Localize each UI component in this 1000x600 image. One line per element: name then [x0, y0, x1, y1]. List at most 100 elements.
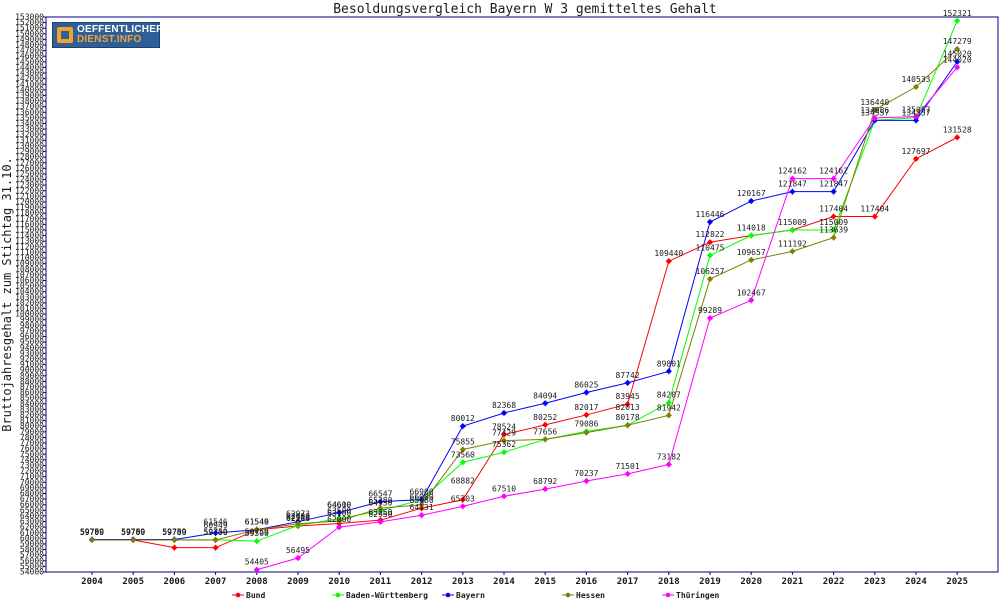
data-label: 66547: [368, 490, 392, 499]
oeffentlicher-dienst-logo[interactable]: OEFFENTLICHER DIENST.INFO: [52, 22, 163, 48]
y-tick-label: 90000: [20, 366, 44, 375]
logo-line-2: DIENST.INFO: [77, 34, 142, 45]
data-label: 61546: [204, 518, 228, 527]
data-label: 140533: [902, 75, 931, 84]
y-tick-label: 71000: [20, 472, 44, 481]
data-label: 80178: [616, 413, 640, 422]
y-tick-label: 125000: [15, 169, 44, 178]
y-tick-label: 78000: [20, 433, 44, 442]
y-tick-label: 67000: [20, 495, 44, 504]
legend-item: Thüringen: [662, 590, 720, 600]
data-label: 61549: [245, 518, 269, 527]
y-tick-label: 62000: [20, 523, 44, 532]
data-label: 60949: [204, 521, 228, 530]
x-tick-label: 2021: [782, 577, 804, 587]
x-tick-label: 2010: [328, 577, 350, 587]
data-label: 111192: [778, 239, 807, 248]
y-tick-label: 109000: [15, 259, 44, 268]
data-label: 127697: [902, 147, 931, 156]
data-label: 64930: [368, 499, 392, 508]
legend-label: Thüringen: [676, 590, 720, 600]
y-tick-label: 112000: [15, 242, 44, 251]
data-label: 59700: [204, 528, 228, 537]
y-tick-label: 129000: [15, 147, 44, 156]
y-tick-label: 134000: [15, 119, 44, 128]
series-line: [92, 61, 958, 541]
y-tick-label: 140000: [15, 85, 44, 94]
y-tick-label: 99000: [20, 315, 44, 324]
y-tick-label: 124000: [15, 175, 44, 184]
data-label: 136440: [860, 98, 889, 107]
logo-mark-icon: [57, 27, 73, 43]
x-tick-label: 2017: [617, 577, 639, 587]
y-tick-label: 116000: [15, 220, 44, 229]
y-tick-label: 55000: [20, 562, 44, 571]
series-bund: [89, 134, 961, 551]
series-th-ringen: [253, 64, 961, 573]
y-tick-label: 75000: [20, 450, 44, 459]
data-label: 65380: [410, 496, 434, 505]
y-tick-label: 139000: [15, 91, 44, 100]
y-tick-label: 135000: [15, 113, 44, 122]
y-tick-label: 153000: [15, 13, 44, 22]
y-tick-label: 120000: [15, 198, 44, 207]
plot-border: [45, 16, 999, 573]
data-label: 117404: [819, 205, 848, 214]
y-tick-label: 142000: [15, 74, 44, 83]
y-tick-label: 117000: [15, 214, 44, 223]
y-tick-label: 60000: [20, 534, 44, 543]
data-label: 78524: [492, 423, 516, 432]
series-hessen: [89, 46, 961, 544]
plot-frame: [45, 16, 999, 573]
y-tick-label: 68000: [20, 489, 44, 498]
data-label: 64610: [327, 501, 351, 510]
data-label: 66000: [410, 493, 434, 502]
series-layer: [89, 17, 961, 573]
series-bayern: [89, 58, 961, 543]
x-tick-label: 2015: [534, 577, 556, 587]
data-label: 121847: [778, 180, 807, 189]
y-tick-label: 104000: [15, 287, 44, 296]
data-label: 79086: [574, 419, 598, 428]
data-label: 115009: [819, 218, 848, 227]
data-label: 65703: [451, 494, 475, 503]
y-tick-label: 121000: [15, 192, 44, 201]
data-label: 59759: [80, 528, 104, 537]
data-label: 83945: [616, 392, 640, 401]
series-baden-w-rttemberg: [89, 17, 961, 545]
data-label: 124162: [819, 167, 848, 176]
data-label: 117404: [860, 205, 889, 214]
x-axis-ticks: 2004 2005 2006 2007 2008 2009 2010 2011 2012 2013…: [81, 572, 968, 587]
data-label: 61546: [245, 518, 269, 527]
y-tick-label: 61000: [20, 528, 44, 537]
y-tick-label: 96000: [20, 332, 44, 341]
data-label: 99289: [698, 306, 722, 315]
y-tick-label: 119000: [15, 203, 44, 212]
y-tick-label: 63000: [20, 517, 44, 526]
data-label: 134557: [860, 108, 889, 117]
data-label: 65380: [368, 496, 392, 505]
y-tick-label: 74000: [20, 455, 44, 464]
y-tick-label: 151000: [15, 24, 44, 33]
data-label: 68792: [533, 477, 557, 486]
y-tick-label: 113000: [15, 237, 44, 246]
y-tick-label: 108000: [15, 265, 44, 274]
data-label: 86025: [574, 380, 598, 389]
y-tick-label: 130000: [15, 141, 44, 150]
data-label: 112822: [696, 230, 725, 239]
y-tick-label: 126000: [15, 164, 44, 173]
data-label: 89801: [657, 359, 681, 368]
y-tick-label: 83000: [20, 405, 44, 414]
y-tick-label: 82000: [20, 411, 44, 420]
data-label: 84207: [657, 391, 681, 400]
data-label: 110475: [696, 243, 725, 252]
data-label: 81942: [657, 403, 681, 412]
y-tick-label: 132000: [15, 130, 44, 139]
data-label: 62600: [286, 512, 310, 521]
data-label: 120167: [737, 189, 766, 198]
y-tick-label: 145000: [15, 57, 44, 66]
data-label: 144020: [943, 55, 972, 64]
y-tick-label: 110000: [15, 254, 44, 263]
data-label: 62206: [286, 514, 310, 523]
